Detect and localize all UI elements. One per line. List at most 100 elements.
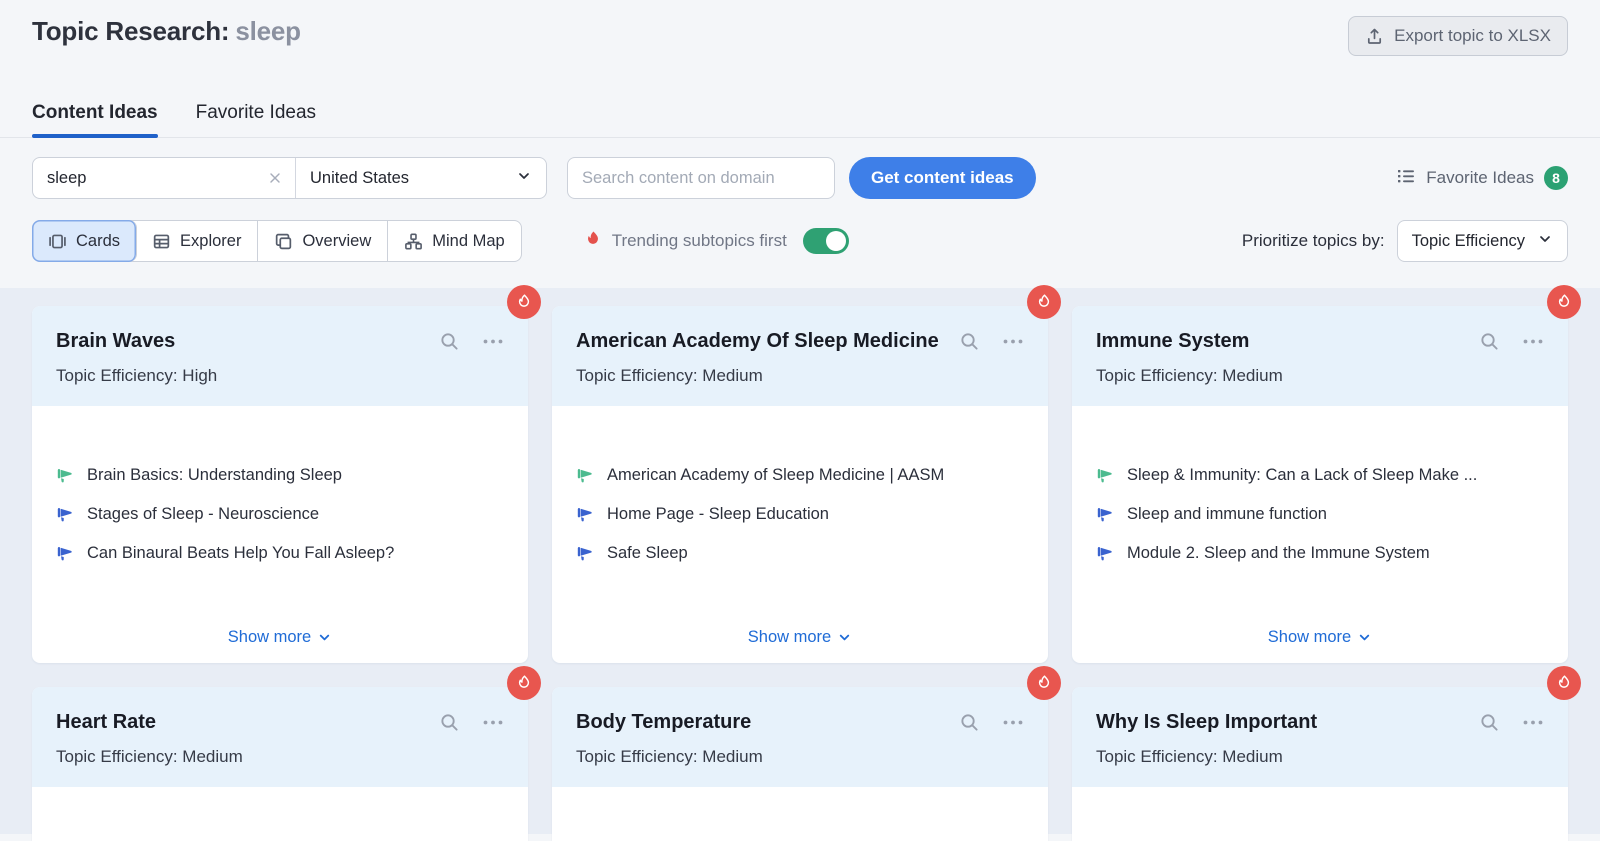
megaphone-icon [576,505,594,523]
ellipsis-icon[interactable] [1002,331,1024,352]
megaphone-icon [56,466,74,484]
card-header-top: Brain Waves [56,328,504,355]
card-efficiency: Topic Efficiency: Medium [56,747,243,766]
headline-item[interactable]: Home Page - Sleep Education [576,505,1024,524]
megaphone-icon [56,544,74,562]
headline-list: American Academy of Sleep Medicine | AAS… [576,406,1024,622]
card-header-top: Heart Rate [56,709,504,736]
card-actions [959,328,1024,352]
card-actions [439,709,504,733]
headline-text: Sleep and immune function [1127,504,1327,523]
card-header: American Academy Of Sleep Medicine Topic… [552,306,1048,406]
search-filters-row: United States Get content ideas Favorite… [32,157,1568,199]
ellipsis-icon[interactable] [1522,331,1544,352]
ellipsis-icon[interactable] [1002,712,1024,733]
view-tab-label: Mind Map [432,231,505,250]
search-icon[interactable] [439,712,460,733]
card-header: Body Temperature Topic Efficiency: Mediu… [552,687,1048,787]
card-header: Why Is Sleep Important Topic Efficiency:… [1072,687,1568,787]
ellipsis-icon[interactable] [482,331,504,352]
card-header-top: American Academy Of Sleep Medicine [576,328,1024,355]
megaphone-icon [1096,544,1114,562]
view-tab-explorer[interactable]: Explorer [136,221,259,261]
view-tab-label: Cards [76,231,121,250]
view-tab-label: Overview [302,231,372,250]
topic-card: Body Temperature Topic Efficiency: Mediu… [552,666,1061,841]
domain-search-input[interactable] [567,157,835,199]
headline-item[interactable]: Sleep and immune function [1096,505,1544,524]
card-header: Immune System Topic Efficiency: Medium [1072,306,1568,406]
trending-flame-badge [1027,666,1061,700]
prioritize-select[interactable]: Topic Efficiency [1396,220,1568,262]
search-icon[interactable] [959,712,980,733]
search-icon[interactable] [1479,331,1500,352]
trending-flame-badge [507,285,541,319]
megaphone-icon [1096,505,1114,523]
trending-toggle[interactable] [802,228,849,254]
megaphone-icon [56,505,74,523]
card-actions [1479,709,1544,733]
card-title: Why Is Sleep Important [1096,711,1318,733]
card-efficiency: Topic Efficiency: Medium [1096,747,1283,766]
cards-grid: Brain Waves Topic Efficiency: High Brain… [32,285,1581,841]
megaphone-icon [576,544,594,562]
headline-text: Safe Sleep [607,543,688,562]
headline-item[interactable]: Can Binaural Beats Help You Fall Asleep? [56,544,504,563]
tab-favorite-ideas[interactable]: Favorite Ideas [195,102,317,123]
show-more-link[interactable]: Show more [1096,622,1544,647]
headline-item[interactable]: Sleep & Immunity: Can a Lack of Sleep Ma… [1096,466,1544,485]
cards-icon [48,232,67,251]
get-content-ideas-button[interactable]: Get content ideas [849,157,1036,199]
topic-card: Heart Rate Topic Efficiency: Medium [32,666,541,841]
headline-text: Brain Basics: Understanding Sleep [87,465,342,484]
headline-text: Stages of Sleep - Neuroscience [87,504,320,523]
trending-flame-badge [507,666,541,700]
trending-flame-badge [1027,285,1061,319]
topic-search-input[interactable] [47,168,267,188]
headline-item[interactable]: Module 2. Sleep and the Immune System [1096,544,1544,563]
ellipsis-icon[interactable] [482,712,504,733]
card-header-top: Immune System [1096,328,1544,355]
headline-item[interactable]: Safe Sleep [576,544,1024,563]
headline-item[interactable]: Stages of Sleep - Neuroscience [56,505,504,524]
trending-subtopics-control: Trending subtopics first [584,228,849,254]
headline-list: Brain Basics: Understanding Sleep Stages … [56,406,504,622]
search-combo: United States [32,157,547,199]
prioritize-control: Prioritize topics by: Topic Efficiency [1242,220,1568,262]
page-title-query: sleep [235,16,301,46]
megaphone-icon [1096,466,1114,484]
search-icon[interactable] [959,331,980,352]
card-body [1072,787,1568,841]
headline-list [576,787,1024,841]
country-select[interactable]: United States [296,158,546,198]
show-more-link[interactable]: Show more [576,622,1024,647]
trending-subtopics-label: Trending subtopics first [611,231,787,250]
search-icon[interactable] [1479,712,1500,733]
headline-text: Sleep & Immunity: Can a Lack of Sleep Ma… [1127,465,1478,484]
search-icon[interactable] [439,331,460,352]
upload-icon [1365,27,1384,46]
favorite-ideas-link[interactable]: Favorite Ideas 8 [1396,166,1568,191]
headline-item[interactable]: American Academy of Sleep Medicine | AAS… [576,466,1024,485]
view-filters-row: Cards Explorer Overview [32,220,1568,262]
clear-search-icon[interactable] [267,170,283,186]
view-tab-mind-map[interactable]: Mind Map [388,221,520,261]
headline-item[interactable]: Brain Basics: Understanding Sleep [56,466,504,485]
headline-text: Module 2. Sleep and the Immune System [1127,543,1430,562]
trending-flame-badge [1547,666,1581,700]
view-tab-overview[interactable]: Overview [258,221,389,261]
card-efficiency: Topic Efficiency: Medium [1096,366,1283,385]
tabs-divider [0,137,1600,138]
trending-flame-badge [1547,285,1581,319]
view-tab-cards[interactable]: Cards [32,220,138,262]
ellipsis-icon[interactable] [1522,712,1544,733]
show-more-link[interactable]: Show more [56,622,504,647]
tab-content-ideas[interactable]: Content Ideas [32,102,158,138]
card-title: Heart Rate [56,711,157,733]
page-title-text: Topic Research: [32,16,230,46]
card-efficiency: Topic Efficiency: High [56,366,218,385]
card-header-top: Body Temperature [576,709,1024,736]
card-actions [1479,328,1544,352]
cards-area: Brain Waves Topic Efficiency: High Brain… [0,285,1600,841]
export-button[interactable]: Export topic to XLSX [1348,16,1568,56]
